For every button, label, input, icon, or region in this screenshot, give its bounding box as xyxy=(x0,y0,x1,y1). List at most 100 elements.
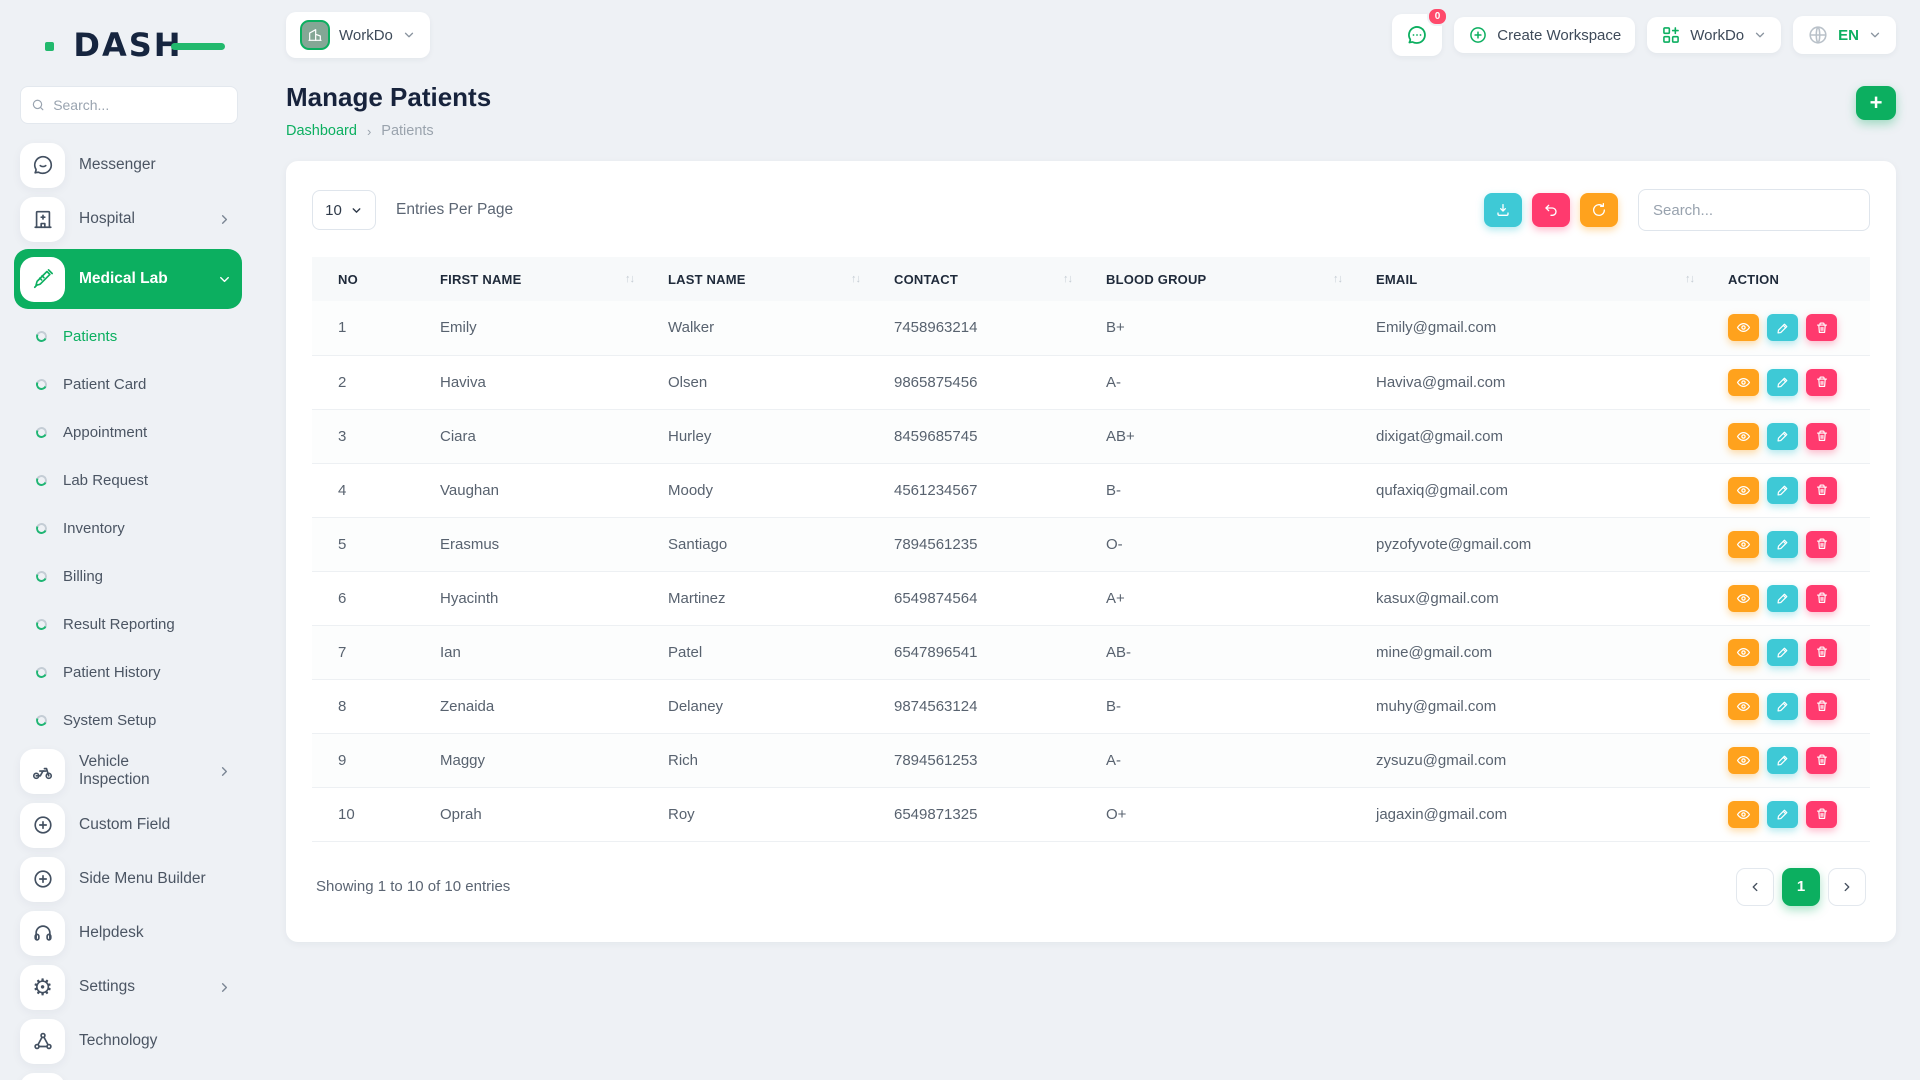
cell-first-name: Ian xyxy=(414,625,642,680)
sidebar-subitem-patient-card[interactable]: Patient Card xyxy=(14,360,242,408)
edit-button[interactable] xyxy=(1767,692,1798,720)
sidebar-subitem-patient-history[interactable]: Patient History xyxy=(14,648,242,696)
view-button[interactable] xyxy=(1728,638,1759,666)
view-button[interactable] xyxy=(1728,530,1759,558)
sidebar-item-medical-lab[interactable]: Medical Lab xyxy=(14,249,242,309)
next-page-button[interactable] xyxy=(1828,867,1866,906)
sidebar-item-vehicle-inspection[interactable]: Vehicle Inspection xyxy=(14,744,242,798)
delete-button[interactable] xyxy=(1806,692,1837,720)
sidebar-subitem-billing[interactable]: Billing xyxy=(14,552,242,600)
cell-blood-group: AB- xyxy=(1080,625,1350,680)
cell-first-name: Erasmus xyxy=(414,517,642,572)
workspace-name: WorkDo xyxy=(339,26,393,44)
sidebar-subitem-inventory[interactable]: Inventory xyxy=(14,504,242,552)
previous-page-button[interactable] xyxy=(1736,867,1774,906)
eye-icon xyxy=(1736,431,1751,441)
hub-network-icon xyxy=(20,1018,65,1064)
row-actions xyxy=(1728,368,1870,396)
view-button[interactable] xyxy=(1728,692,1759,720)
cell-blood-group: B- xyxy=(1080,463,1350,518)
table-row: 10 Oprah Roy 6549871325 O+ jagaxin@gmail… xyxy=(312,787,1870,842)
cell-action xyxy=(1702,301,1870,356)
edit-button[interactable] xyxy=(1767,800,1798,828)
edit-button[interactable] xyxy=(1767,638,1798,666)
sidebar-item-settings[interactable]: ⚙ Settings xyxy=(14,960,242,1014)
export-button[interactable] xyxy=(1484,193,1522,227)
add-patient-button[interactable]: + xyxy=(1856,86,1896,120)
cell-contact: 6549874564 xyxy=(868,571,1080,626)
cell-no: 8 xyxy=(312,679,414,734)
workdo-menu-button[interactable]: WorkDo xyxy=(1647,17,1782,53)
edit-button[interactable] xyxy=(1767,584,1798,612)
trash-icon xyxy=(1816,538,1827,549)
view-button[interactable] xyxy=(1728,476,1759,504)
column-header-last-name[interactable]: LAST NAME ↑↓ xyxy=(642,257,868,301)
column-header-contact[interactable]: CONTACT ↑↓ xyxy=(868,257,1080,301)
sidebar-subitem-result-reporting[interactable]: Result Reporting xyxy=(14,600,242,648)
sort-icon[interactable]: ↑↓ xyxy=(625,273,635,285)
cell-first-name: Hyacinth xyxy=(414,571,642,626)
delete-button[interactable] xyxy=(1806,476,1837,504)
sidebar-item-partial[interactable] xyxy=(14,1068,242,1080)
delete-button[interactable] xyxy=(1806,638,1837,666)
chevron-down-icon xyxy=(352,207,361,213)
sidebar-search-input[interactable] xyxy=(53,97,227,113)
sidebar-item-custom-field[interactable]: Custom Field xyxy=(14,798,242,852)
edit-button[interactable] xyxy=(1767,476,1798,504)
edit-button[interactable] xyxy=(1767,368,1798,396)
view-button[interactable] xyxy=(1728,584,1759,612)
delete-button[interactable] xyxy=(1806,800,1837,828)
view-button[interactable] xyxy=(1728,314,1759,342)
sidebar-subitem-label: Patient History xyxy=(63,663,161,681)
delete-button[interactable] xyxy=(1806,530,1837,558)
cell-contact: 6547896541 xyxy=(868,625,1080,680)
language-selector[interactable]: EN xyxy=(1793,16,1896,54)
cell-last-name: Moody xyxy=(642,463,868,518)
column-header-first-name[interactable]: FIRST NAME ↑↓ xyxy=(414,257,642,301)
edit-button[interactable] xyxy=(1767,422,1798,450)
refresh-button[interactable] xyxy=(1580,193,1618,227)
sort-icon[interactable]: ↑↓ xyxy=(851,273,861,285)
sidebar-item-messenger[interactable]: Messenger xyxy=(14,138,242,192)
cell-email: Emily@gmail.com xyxy=(1350,301,1702,356)
view-button[interactable] xyxy=(1728,368,1759,396)
view-button[interactable] xyxy=(1728,746,1759,774)
delete-button[interactable] xyxy=(1806,422,1837,450)
sidebar-item-side-menu-builder[interactable]: Side Menu Builder xyxy=(14,852,242,906)
sort-icon[interactable]: ↑↓ xyxy=(1063,273,1073,285)
sort-icon[interactable]: ↑↓ xyxy=(1333,273,1343,285)
sidebar-item-hospital[interactable]: Hospital xyxy=(14,192,242,246)
edit-button[interactable] xyxy=(1767,746,1798,774)
table-row: 3 Ciara Hurley 8459685745 AB+ dixigat@gm… xyxy=(312,409,1870,464)
sidebar-subitem-lab-request[interactable]: Lab Request xyxy=(14,456,242,504)
sidebar-subitem-system-setup[interactable]: System Setup xyxy=(14,696,242,744)
motorcycle-icon xyxy=(20,748,65,794)
view-button[interactable] xyxy=(1728,422,1759,450)
delete-button[interactable] xyxy=(1806,746,1837,774)
eye-icon xyxy=(1736,701,1751,711)
logo-text: DASH xyxy=(73,26,183,64)
sidebar-item-helpdesk[interactable]: Helpdesk xyxy=(14,906,242,960)
delete-button[interactable] xyxy=(1806,584,1837,612)
create-workspace-button[interactable]: Create Workspace xyxy=(1454,17,1636,53)
delete-button[interactable] xyxy=(1806,368,1837,396)
breadcrumb-dashboard-link[interactable]: Dashboard xyxy=(286,123,357,139)
column-header-blood-group[interactable]: BLOOD GROUP ↑↓ xyxy=(1080,257,1350,301)
sidebar-item-technology[interactable]: Technology xyxy=(14,1014,242,1068)
reset-button[interactable] xyxy=(1532,193,1570,227)
sort-icon[interactable]: ↑↓ xyxy=(1685,273,1695,285)
table-search-input[interactable] xyxy=(1638,189,1870,231)
edit-button[interactable] xyxy=(1767,314,1798,342)
delete-button[interactable] xyxy=(1806,314,1837,342)
entries-per-page-select[interactable]: 10 xyxy=(312,190,376,230)
messages-button[interactable]: 0 xyxy=(1392,7,1449,56)
column-header-email[interactable]: EMAIL ↑↓ xyxy=(1350,257,1702,301)
view-button[interactable] xyxy=(1728,800,1759,828)
sidebar-subitem-patients[interactable]: Patients xyxy=(14,312,242,360)
bullet-icon xyxy=(34,376,49,392)
edit-button[interactable] xyxy=(1767,530,1798,558)
page-number-button[interactable]: 1 xyxy=(1782,867,1820,906)
workspace-switcher[interactable]: WorkDo xyxy=(286,12,430,58)
sidebar-subitem-appointment[interactable]: Appointment xyxy=(14,408,242,456)
bullet-icon xyxy=(34,472,49,488)
